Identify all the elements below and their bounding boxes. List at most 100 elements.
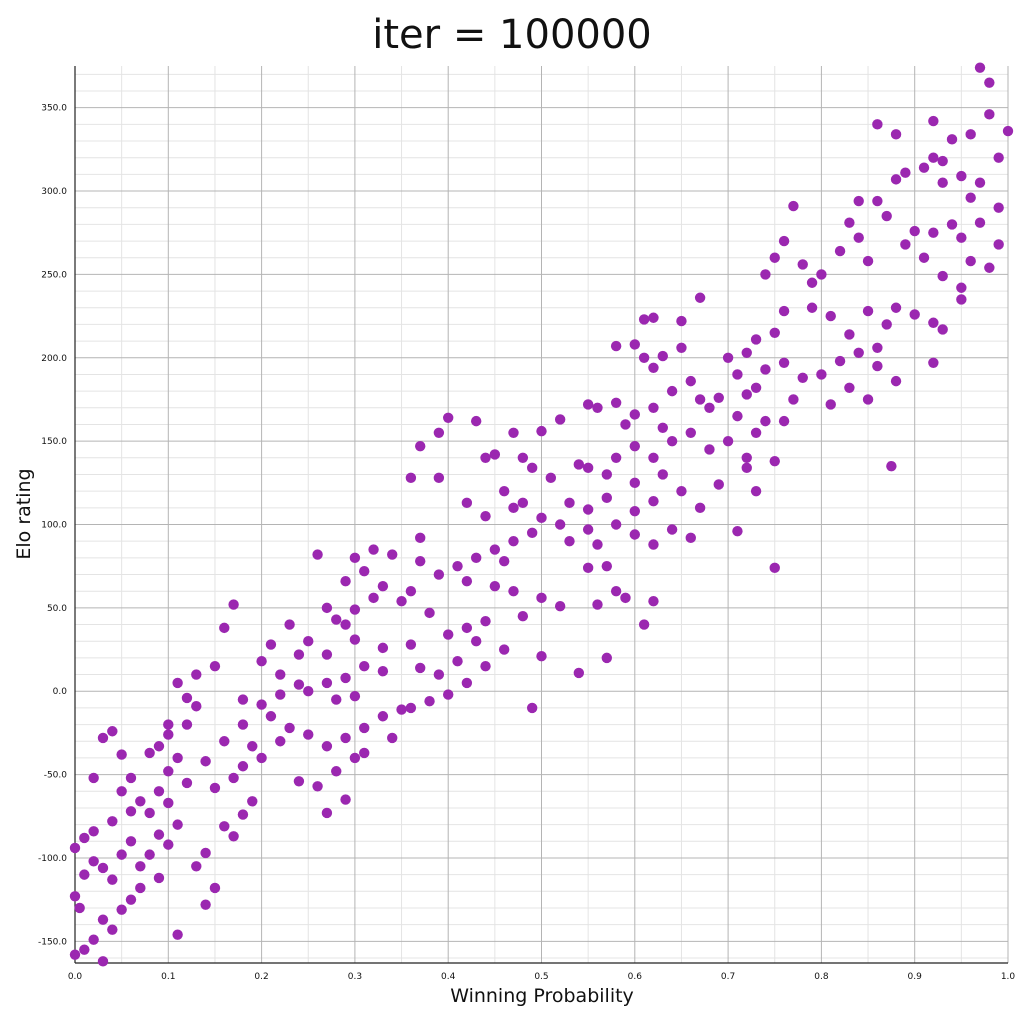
data-point	[433, 569, 445, 580]
data-point	[74, 902, 85, 914]
data-point	[937, 270, 948, 282]
data-point	[993, 239, 1004, 250]
data-point	[97, 956, 109, 967]
x-tick-label: 1.0	[1001, 972, 1016, 982]
data-point	[452, 560, 463, 572]
y-tick-label: 350.0	[41, 104, 67, 114]
data-point	[956, 232, 967, 243]
data-point	[928, 152, 939, 163]
data-point	[191, 701, 202, 712]
data-point	[88, 934, 99, 945]
y-axis-label: Elo rating	[13, 468, 35, 560]
x-tick-label: 0.8	[814, 972, 829, 982]
data-point	[862, 305, 874, 317]
data-point	[135, 882, 146, 894]
data-point	[181, 777, 193, 789]
data-point	[321, 649, 333, 660]
data-point	[69, 842, 81, 854]
data-point	[592, 402, 603, 413]
data-point	[900, 239, 911, 250]
data-point	[172, 752, 183, 764]
x-tick-label: 0.9	[908, 972, 923, 982]
data-point	[293, 649, 305, 660]
data-point	[722, 435, 734, 447]
data-point	[620, 592, 631, 604]
data-point	[480, 661, 491, 672]
data-point	[648, 312, 659, 323]
data-point	[489, 544, 501, 555]
data-point	[200, 847, 211, 859]
data-point	[209, 882, 221, 894]
data-point	[722, 352, 734, 363]
data-point	[592, 539, 603, 550]
x-axis-label: Winning Probability	[450, 985, 634, 1007]
data-point	[107, 726, 118, 737]
data-point	[144, 747, 155, 759]
data-point	[648, 452, 659, 464]
data-point	[984, 77, 995, 88]
data-point	[694, 394, 706, 405]
data-point	[517, 611, 529, 622]
data-point	[331, 614, 342, 625]
data-point	[228, 599, 239, 610]
data-point	[732, 369, 743, 380]
data-point	[704, 402, 715, 413]
data-point	[97, 862, 109, 874]
data-point	[498, 485, 510, 497]
data-point	[956, 294, 967, 305]
data-point	[377, 580, 389, 592]
data-point	[321, 677, 333, 689]
data-point	[135, 796, 146, 807]
y-tick-label: -50.0	[44, 771, 68, 781]
data-point	[443, 412, 454, 423]
data-point	[470, 415, 482, 427]
data-point	[405, 472, 417, 484]
data-point	[107, 816, 118, 827]
data-point	[648, 402, 659, 413]
data-point	[247, 796, 258, 807]
data-point	[778, 357, 790, 368]
data-point	[554, 519, 566, 530]
data-point	[872, 342, 883, 353]
data-point	[526, 702, 538, 714]
data-point	[415, 555, 426, 567]
data-point	[582, 524, 594, 535]
data-point	[797, 259, 808, 270]
data-point	[480, 616, 491, 627]
data-point	[536, 592, 547, 604]
data-point	[844, 329, 855, 340]
data-point	[228, 831, 239, 842]
data-point	[321, 602, 333, 614]
data-point	[256, 699, 267, 710]
data-point	[853, 347, 864, 358]
data-point	[890, 302, 902, 313]
data-point	[88, 826, 99, 837]
data-point	[872, 119, 883, 130]
data-point	[573, 667, 585, 679]
data-point	[69, 949, 81, 960]
data-point	[685, 532, 696, 544]
data-point	[415, 662, 426, 674]
data-point	[312, 549, 323, 560]
data-point	[666, 524, 678, 535]
data-point	[918, 162, 930, 173]
data-point	[732, 410, 743, 422]
data-point	[956, 170, 967, 182]
data-point	[125, 836, 137, 847]
data-point	[79, 944, 90, 955]
data-point	[237, 719, 249, 730]
data-point	[601, 469, 613, 480]
data-point	[321, 741, 333, 752]
data-point	[853, 232, 864, 243]
y-tick-label: 300.0	[41, 187, 67, 197]
data-point	[172, 819, 183, 830]
data-point	[424, 607, 435, 619]
data-point	[760, 364, 771, 375]
data-point	[97, 732, 109, 744]
data-point	[928, 227, 939, 238]
data-point	[974, 217, 986, 228]
x-tick-label: 0.4	[441, 972, 456, 982]
data-point	[928, 317, 939, 328]
x-tick-label: 0.0	[68, 972, 83, 982]
data-point	[713, 479, 724, 490]
